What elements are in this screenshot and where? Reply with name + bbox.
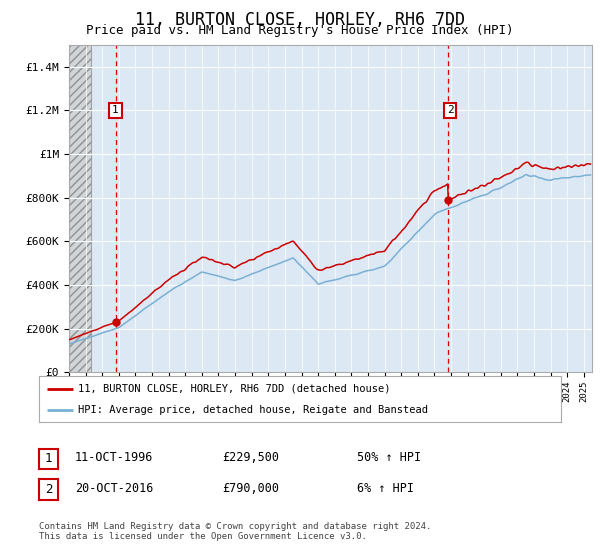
Text: £790,000: £790,000 bbox=[222, 482, 279, 495]
Text: 2: 2 bbox=[447, 105, 454, 115]
Text: 2: 2 bbox=[45, 483, 52, 496]
Bar bbox=[69, 45, 91, 372]
Text: 1: 1 bbox=[45, 452, 52, 465]
Text: 1: 1 bbox=[112, 105, 119, 115]
Text: HPI: Average price, detached house, Reigate and Banstead: HPI: Average price, detached house, Reig… bbox=[78, 405, 428, 415]
Text: £229,500: £229,500 bbox=[222, 451, 279, 464]
Text: 6% ↑ HPI: 6% ↑ HPI bbox=[357, 482, 414, 495]
Text: 20-OCT-2016: 20-OCT-2016 bbox=[75, 482, 154, 495]
Text: 11-OCT-1996: 11-OCT-1996 bbox=[75, 451, 154, 464]
Text: 50% ↑ HPI: 50% ↑ HPI bbox=[357, 451, 421, 464]
Bar bbox=[69, 45, 91, 372]
Text: Price paid vs. HM Land Registry's House Price Index (HPI): Price paid vs. HM Land Registry's House … bbox=[86, 24, 514, 36]
Text: Contains HM Land Registry data © Crown copyright and database right 2024.
This d: Contains HM Land Registry data © Crown c… bbox=[39, 522, 431, 542]
Text: 11, BURTON CLOSE, HORLEY, RH6 7DD (detached house): 11, BURTON CLOSE, HORLEY, RH6 7DD (detac… bbox=[78, 384, 391, 394]
Text: 11, BURTON CLOSE, HORLEY, RH6 7DD: 11, BURTON CLOSE, HORLEY, RH6 7DD bbox=[135, 11, 465, 29]
